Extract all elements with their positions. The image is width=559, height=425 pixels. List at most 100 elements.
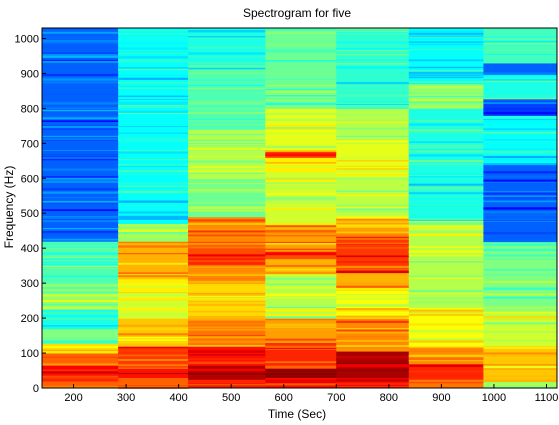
spectrogram-streak [42, 102, 119, 105]
spectrogram-streak [336, 176, 410, 178]
spectrogram-streak [42, 92, 119, 95]
spectrogram-streak [42, 303, 119, 306]
spectrogram-streak [336, 139, 410, 141]
spectrogram-streak [483, 302, 558, 305]
spectrogram-streak [483, 248, 558, 252]
spectrogram-streak [188, 142, 266, 145]
spectrogram-streak [42, 107, 119, 109]
spectrogram-streak [42, 341, 119, 344]
spectrogram-streak [408, 254, 484, 257]
spectrogram-streak [42, 230, 119, 233]
spectrogram-streak [42, 31, 119, 34]
spectrogram-streak [42, 275, 119, 277]
spectrogram-streak [483, 363, 558, 366]
spectrogram-streak [483, 314, 558, 317]
spectrogram-streak [483, 307, 558, 309]
spectrogram-streak [265, 61, 337, 63]
spectrogram-streak [408, 183, 484, 186]
spectrogram-streak [483, 139, 558, 141]
spectrogram-streak [336, 44, 410, 47]
spectrogram-streak [265, 177, 337, 180]
spectrogram-streak [336, 104, 410, 107]
spectrogram-streak [265, 65, 337, 68]
spectrogram-streak [265, 318, 337, 321]
spectrogram-streak [118, 245, 189, 248]
spectrogram-streak [408, 331, 484, 334]
x-tick-label: 1100 [535, 392, 559, 404]
spectrogram-streak [483, 197, 558, 200]
spectrogram-streak [118, 336, 189, 339]
spectrogram-streak [336, 333, 410, 335]
spectrogram-streak [188, 78, 266, 81]
spectrogram-streak [408, 163, 484, 166]
spectrogram-streak [188, 87, 266, 90]
spectrogram-streak [408, 314, 484, 317]
spectrogram-streak [265, 347, 337, 350]
spectrogram-streak [118, 308, 189, 311]
spectrogram-streak [265, 171, 337, 173]
spectrogram-streak [336, 336, 410, 338]
spectrogram-streak [483, 318, 558, 320]
spectrogram-streak [265, 309, 337, 312]
spectrogram-column [188, 28, 266, 389]
spectrogram-streak [42, 315, 119, 318]
spectrogram-streak [265, 265, 337, 267]
spectrogram-streak [336, 242, 410, 245]
spectrogram-streak [118, 48, 189, 51]
spectrogram-streak [336, 288, 410, 290]
spectrogram-band [188, 241, 266, 267]
y-axis: 0 100 200 300 400 500 600 700 800 900 1000 [15, 33, 46, 395]
spectrogram-streak [188, 185, 266, 189]
spectrogram-streak [265, 126, 337, 129]
spectrogram-streak [42, 191, 119, 194]
spectrogram-streak [42, 242, 119, 245]
y-tick-label: 100 [21, 348, 39, 360]
spectrogram-streak [188, 257, 266, 261]
spectrogram-streak [336, 238, 410, 240]
spectrogram-streak [336, 165, 410, 167]
spectrogram-streak [408, 309, 484, 311]
spectrogram-band [483, 62, 558, 74]
spectrogram-streak [42, 156, 119, 160]
spectrogram-streak [42, 287, 119, 289]
x-tick-label: 1000 [482, 392, 506, 404]
spectrogram-streak [265, 193, 337, 195]
spectrogram-streak [336, 120, 410, 122]
spectrogram-streak [118, 172, 189, 175]
spectrogram-streak [188, 353, 266, 355]
spectrogram-streak [408, 374, 484, 377]
spectrogram-streak [408, 86, 484, 89]
spectrogram-streak [265, 250, 337, 252]
spectrogram-streak [118, 277, 189, 280]
spectrogram-streak [483, 366, 558, 369]
spectrogram-streak [188, 115, 266, 118]
spectrogram-streak [336, 231, 410, 233]
spectrogram-streak [408, 339, 484, 342]
spectrogram-streak [336, 385, 410, 388]
spectrogram-streak [42, 217, 119, 220]
spectrogram-streak [336, 155, 410, 157]
spectrogram-streak [483, 326, 558, 329]
spectrogram-streak [265, 316, 337, 319]
spectrogram-streak [336, 65, 410, 67]
spectrogram-streak [408, 250, 484, 253]
spectrogram-streak [265, 49, 337, 53]
spectrogram-streak [265, 129, 337, 132]
spectrogram-streak [188, 310, 266, 313]
spectrogram-streak [483, 200, 558, 203]
spectrogram-streak [265, 283, 337, 285]
spectrogram-streak [42, 371, 119, 373]
spectrogram-streak [188, 61, 266, 65]
spectrogram-streak [188, 284, 266, 286]
spectrogram-streak [188, 29, 266, 33]
spectrogram-streak [118, 367, 189, 369]
spectrogram-streak [408, 258, 484, 260]
spectrogram-streak [483, 160, 558, 162]
spectrogram-streak [408, 196, 484, 199]
spectrogram-streak [483, 287, 558, 290]
spectrogram-streak [118, 28, 189, 30]
spectrogram-streak [42, 351, 119, 353]
spectrogram-streak [42, 163, 119, 165]
spectrogram-band [42, 28, 119, 242]
